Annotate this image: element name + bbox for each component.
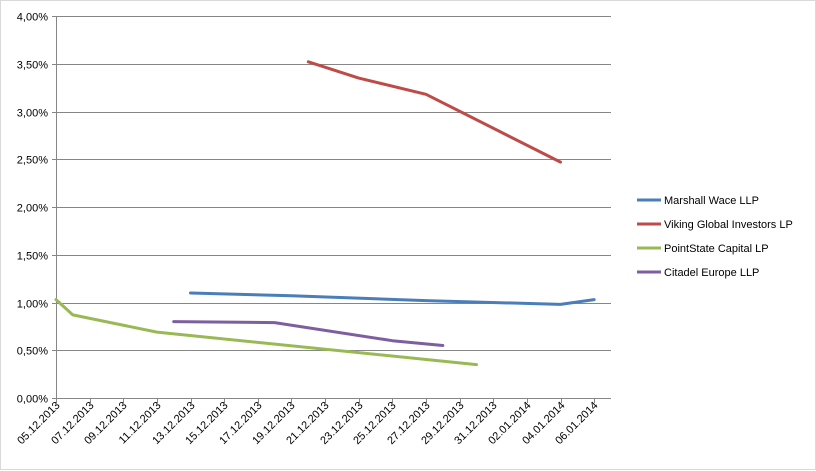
y-axis: 0,00% 0,50% 1,00% 1,50% 2,00% 2,50% 3,00% 3,50%… [17, 12, 57, 406]
series-line [54, 298, 478, 367]
series-line [189, 291, 596, 306]
legend-label: Citadel Europe LLP [664, 267, 759, 279]
y-tick-label: 3,00% [17, 108, 48, 120]
y-tick-label: 1,50% [17, 251, 48, 263]
series-line [306, 60, 562, 164]
y-tick-label: 3,50% [17, 60, 48, 72]
series-lines [54, 60, 596, 367]
legend-label: Viking Global Investors LP [664, 219, 793, 231]
y-tick-label: 1,00% [17, 299, 48, 311]
y-tick-label: 0,00% [17, 394, 48, 406]
y-tick-label: 0,50% [17, 346, 48, 358]
legend: Marshall Wace LLP Viking Global Investors… [637, 195, 793, 279]
y-tick-label: 4,00% [17, 12, 48, 24]
y-tick-label: 2,00% [17, 203, 48, 215]
x-axis: 05.12.201307.12.201309.12.201311.12.2013… [15, 398, 611, 447]
gridlines [56, 16, 611, 399]
y-tick-label: 2,50% [17, 155, 48, 167]
legend-label: Marshall Wace LLP [664, 195, 759, 207]
legend-label: PointState Capital LP [664, 243, 769, 255]
series-line [172, 320, 445, 347]
